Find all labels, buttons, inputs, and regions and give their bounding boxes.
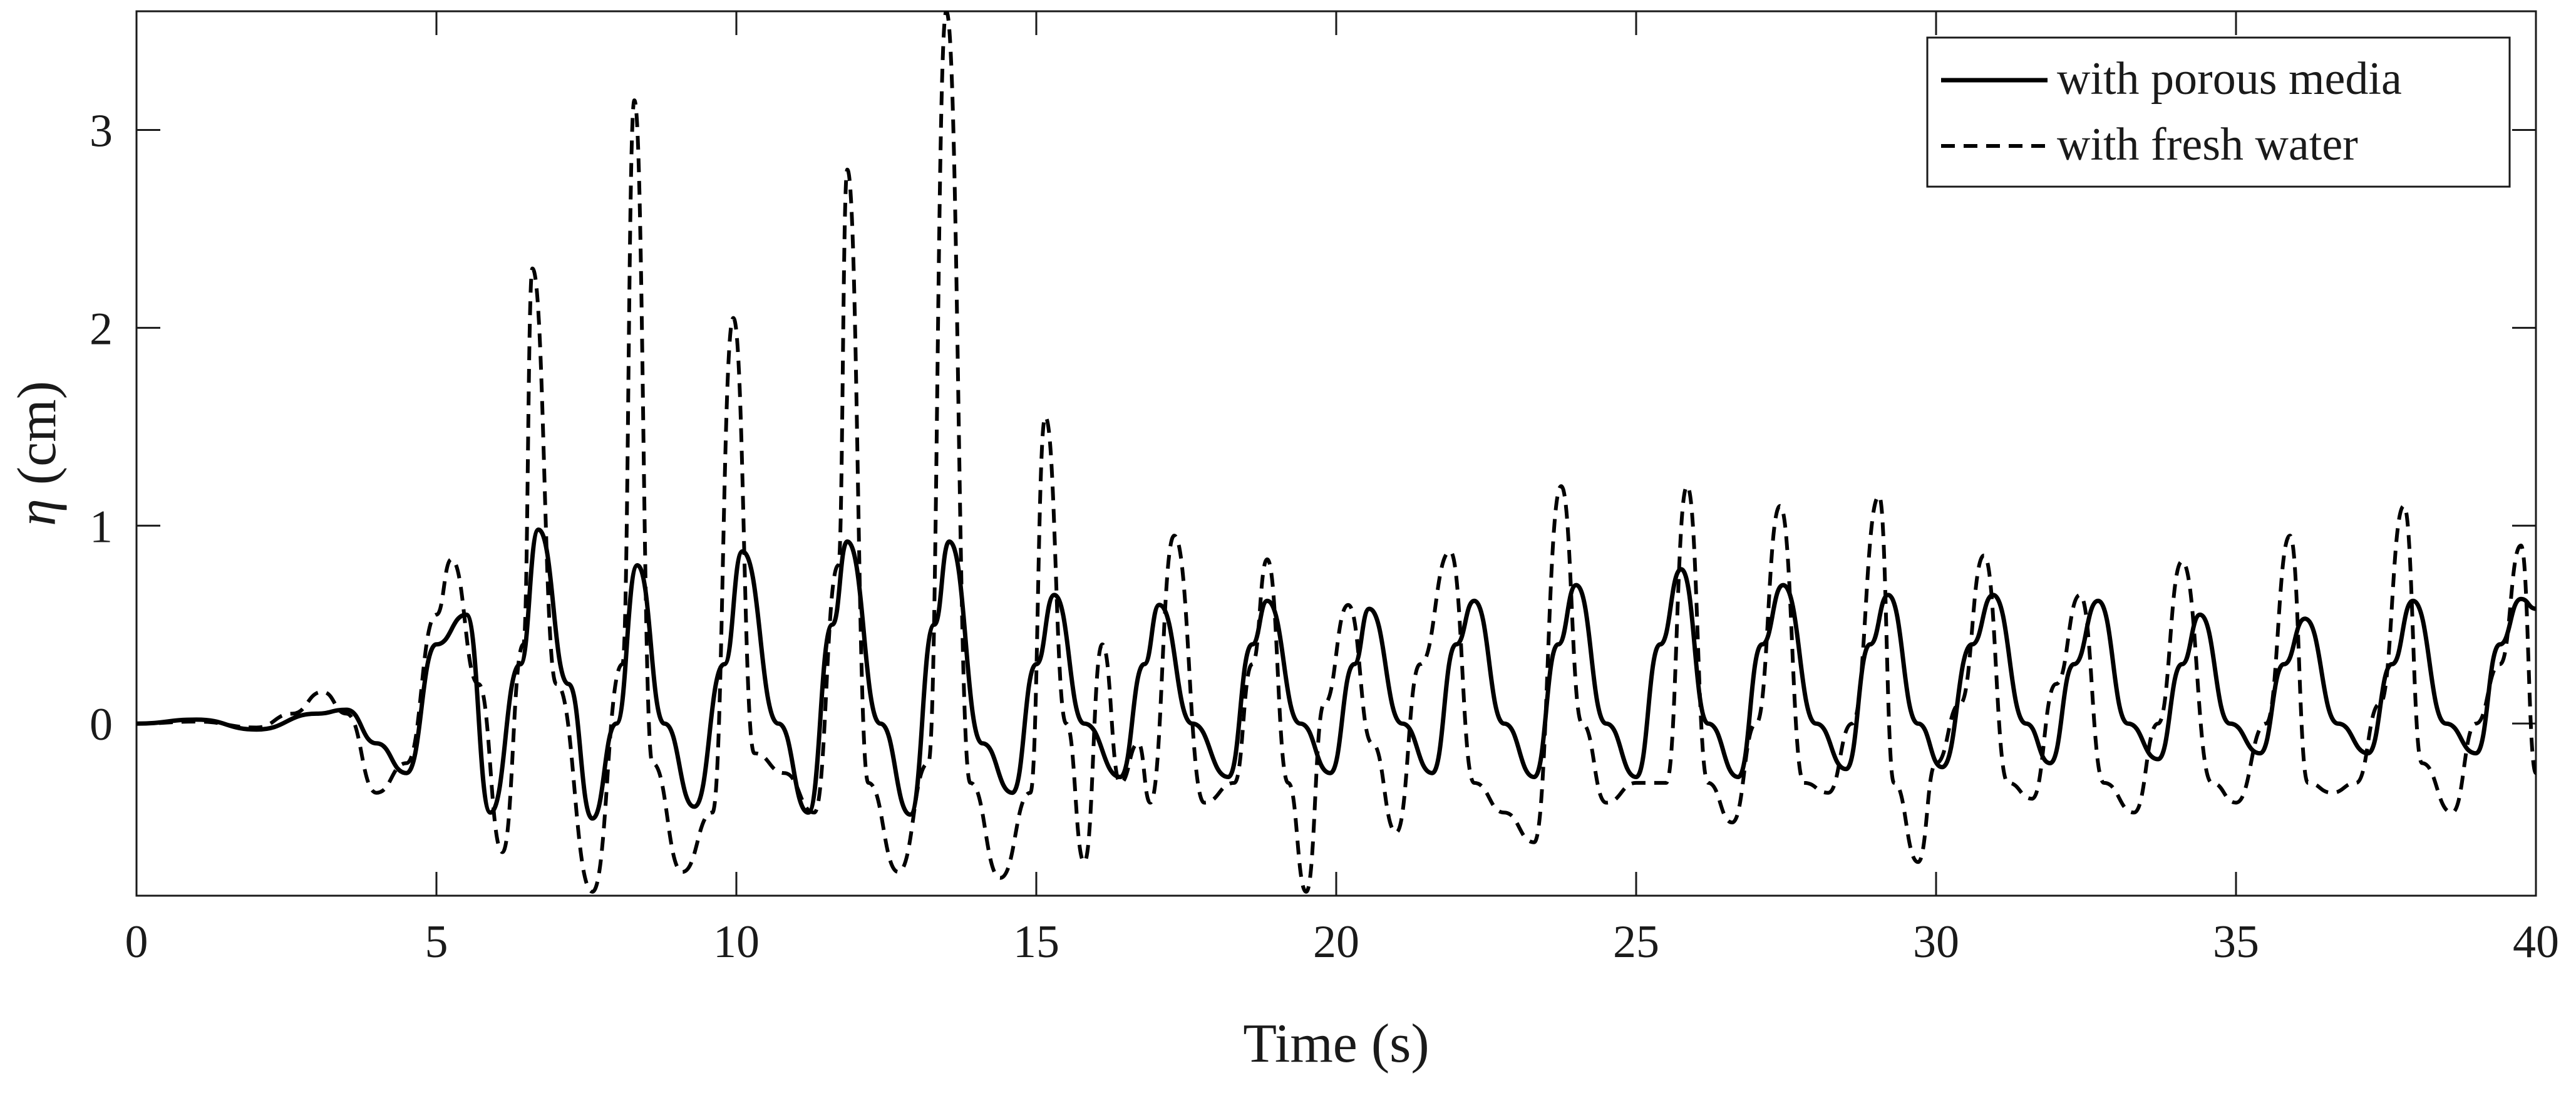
x-tick-label: 10 <box>713 916 760 968</box>
axis-tick-labels: 0 5 10 15 20 25 30 35 40 0 1 2 3 <box>90 106 2559 968</box>
series-line-with-porous-media <box>137 527 2536 821</box>
x-tick-label: 30 <box>1913 916 1959 968</box>
legend-label-with-porous-media: with porous media <box>2057 53 2402 105</box>
y-tick-label: 1 <box>90 501 113 552</box>
y-tick-label: 2 <box>90 303 113 355</box>
series-line-with-fresh-water <box>137 11 2536 894</box>
x-tick-label: 20 <box>1313 916 1359 968</box>
x-axis-label: Time (s) <box>1243 1013 1429 1074</box>
x-tick-label: 25 <box>1613 916 1659 968</box>
y-axis-label-symbol: η <box>7 499 68 526</box>
x-tick-label: 5 <box>425 916 448 968</box>
legend-box <box>1926 36 2511 188</box>
legend-label-with-fresh-water: with fresh water <box>2057 119 2358 170</box>
y-axis-label: η (cm) <box>7 381 68 526</box>
y-tick-label: 0 <box>90 699 113 750</box>
legend: with porous media with fresh water <box>1926 36 2511 188</box>
x-tick-label: 40 <box>2513 916 2559 968</box>
x-tick-label: 0 <box>125 916 148 968</box>
y-tick-label: 3 <box>90 106 113 157</box>
x-tick-label: 35 <box>2213 916 2259 968</box>
y-axis-label-unit: (cm) <box>7 381 68 499</box>
x-tick-label: 15 <box>1013 916 1059 968</box>
